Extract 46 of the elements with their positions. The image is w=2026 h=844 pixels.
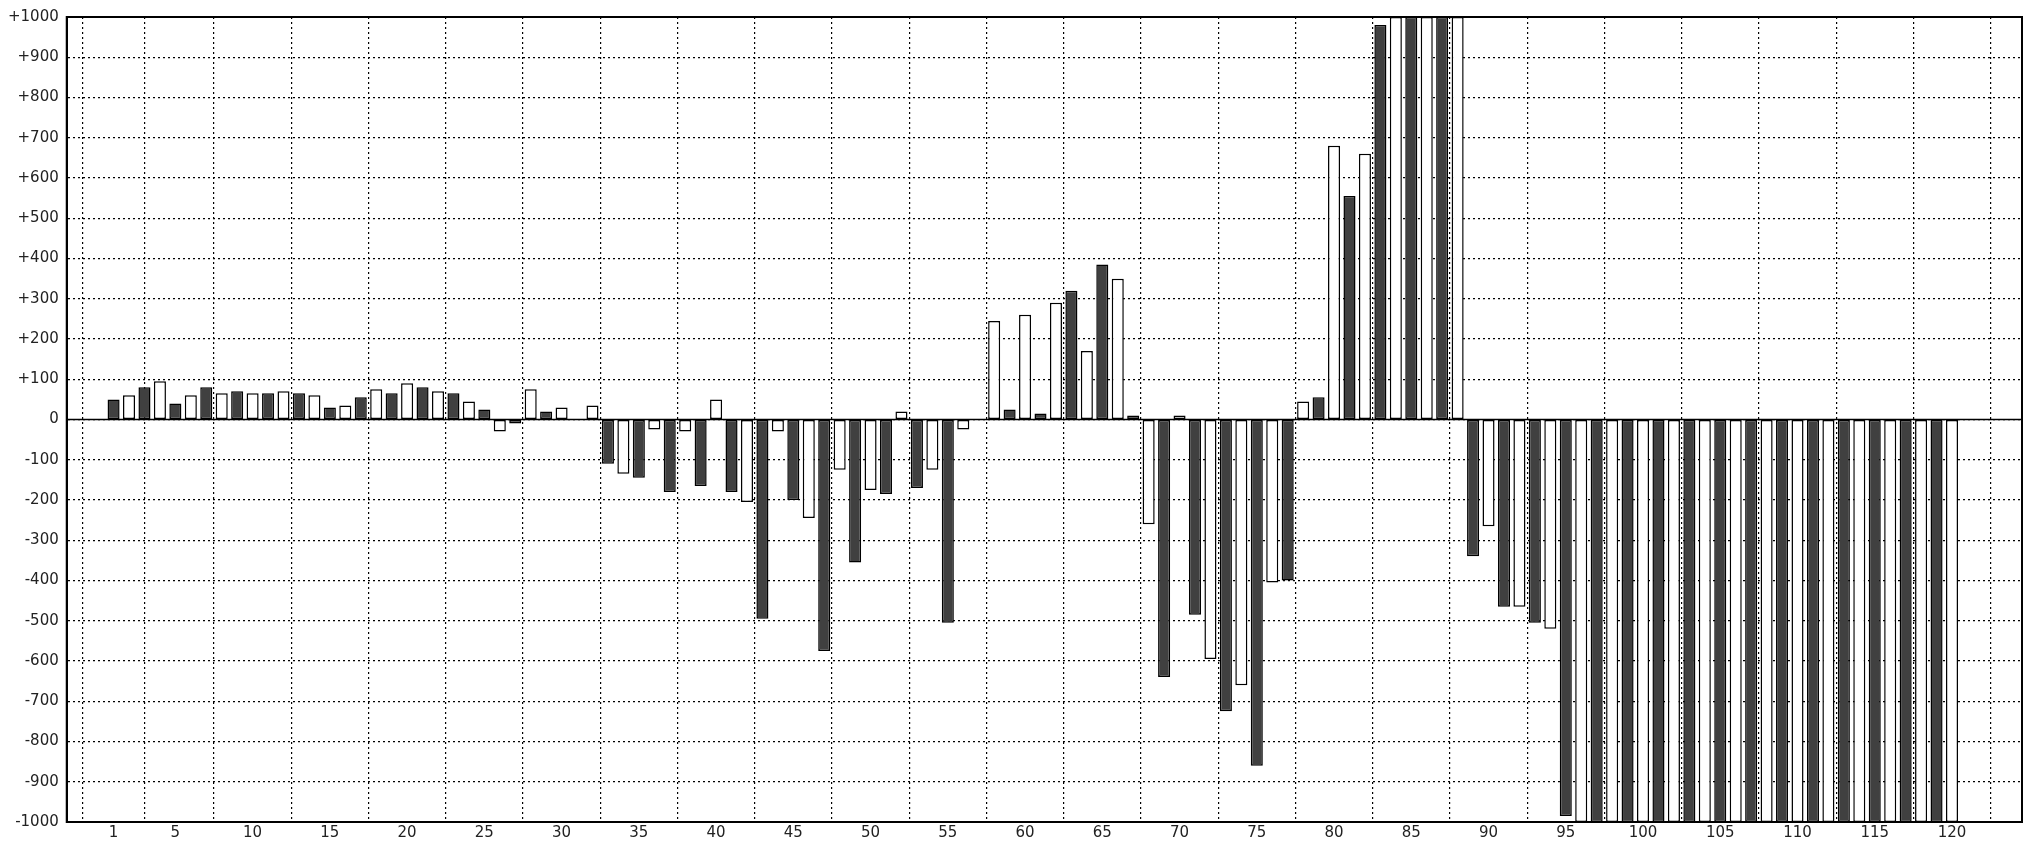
y-tick-label: +100	[17, 369, 59, 388]
y-tick-label: -900	[24, 771, 59, 790]
y-tick-label: -300	[24, 530, 59, 549]
x-tick-label: 25	[474, 822, 494, 841]
x-tick-label: 115	[1860, 822, 1890, 841]
x-tick-label: 75	[1247, 822, 1267, 841]
x-tick-label: 100	[1628, 822, 1658, 841]
y-tick-label: +200	[17, 328, 59, 347]
y-tick-label: -100	[24, 449, 59, 468]
x-tick-label: 30	[552, 822, 572, 841]
x-tick-label: 55	[938, 822, 958, 841]
y-tick-label: -600	[24, 650, 59, 669]
x-tick-label: 5	[170, 822, 181, 841]
x-tick-label: 20	[397, 822, 417, 841]
y-tick-label: +900	[17, 47, 59, 66]
y-tick-label: -1000	[15, 811, 59, 830]
y-tick-label: +400	[17, 248, 59, 267]
x-tick-label: 110	[1783, 822, 1812, 841]
y-tick-label: +300	[17, 288, 59, 307]
x-tick-label: 85	[1401, 822, 1421, 841]
x-tick-label: 65	[1092, 822, 1112, 841]
x-tick-label: 80	[1324, 822, 1344, 841]
x-tick-label: 15	[320, 822, 340, 841]
y-tick-label: -800	[24, 731, 59, 750]
x-tick-label: 90	[1478, 822, 1499, 841]
x-tick-label: 120	[1937, 822, 1967, 841]
y-tick-label: +800	[17, 87, 59, 106]
x-tick-label: 60	[1015, 822, 1035, 841]
y-tick-label: +600	[17, 167, 59, 186]
x-tick-label: 35	[629, 822, 649, 841]
x-tick-label: 40	[706, 822, 726, 841]
x-tick-label: 1	[108, 822, 119, 841]
x-tick-label: 105	[1705, 822, 1735, 841]
y-tick-label: +1000	[7, 6, 59, 25]
y-tick-label: 0	[49, 409, 59, 428]
y-tick-label: -700	[24, 691, 59, 710]
x-tick-label: 95	[1556, 822, 1576, 841]
y-tick-label: -400	[24, 570, 59, 589]
x-tick-label: 45	[783, 822, 803, 841]
y-tick-label: -500	[24, 610, 59, 629]
y-tick-label: +700	[17, 127, 59, 146]
y-tick-label: +500	[17, 208, 59, 227]
x-tick-label: 70	[1170, 822, 1190, 841]
y-tick-label: -200	[24, 489, 59, 508]
x-tick-label: 10	[243, 822, 263, 841]
x-tick-label: 50	[861, 822, 881, 841]
